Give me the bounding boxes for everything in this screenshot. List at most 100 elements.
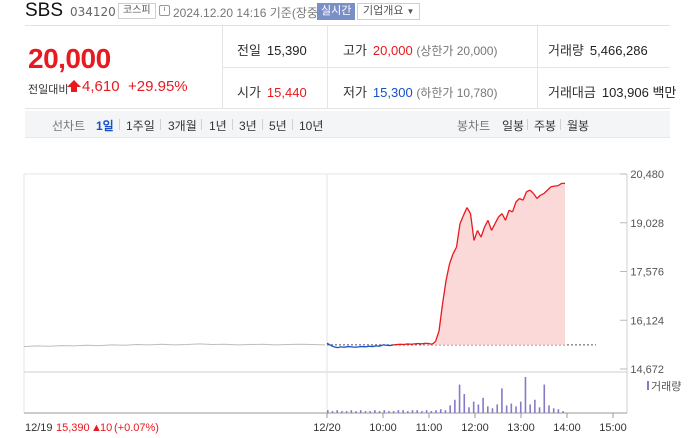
volume-bar — [552, 408, 555, 413]
series-line-segment — [445, 263, 451, 281]
quote-panel: 20,000 전일대비 4,610 +29.95% 전일 15,390 시가 15,… — [25, 25, 676, 109]
market-badge: 코스피 — [118, 3, 156, 19]
volume-bar — [472, 401, 475, 413]
series-line-segment — [543, 189, 548, 194]
volume-bar — [421, 411, 423, 413]
period-1w[interactable]: 1주일 — [126, 119, 155, 133]
volume-bar — [345, 411, 348, 413]
series-line-segment — [448, 253, 454, 265]
period-3m[interactable]: 3개월 — [168, 119, 197, 133]
high-label: 고가 — [343, 43, 367, 58]
series-line-segment — [333, 346, 338, 349]
low-label: 저가 — [343, 85, 367, 100]
series-line-segment — [421, 342, 426, 345]
realtime-button[interactable]: 실시간 — [317, 3, 356, 20]
y-axis: 20,480 19,028 17,576 16,124 14,672 — [630, 169, 664, 376]
volume-bar — [439, 409, 442, 413]
volume-bars — [327, 377, 564, 413]
y-tick-label: 16,124 — [630, 315, 664, 327]
prev-close-label: 전일 — [237, 43, 261, 58]
series-line-segment — [431, 341, 436, 345]
series-line-segment — [550, 185, 555, 188]
volume-bar — [529, 404, 531, 413]
volume-bar — [369, 411, 371, 413]
volume-bar — [538, 407, 541, 413]
series-line-segment — [389, 344, 394, 347]
amount-value: 103,906 백만 — [601, 85, 677, 100]
series-line-segment — [438, 304, 444, 332]
series-line-segment — [452, 246, 458, 255]
volume-bar — [378, 411, 381, 413]
change-label: 전일대비 — [28, 84, 69, 96]
chart-lines — [23, 182, 565, 349]
series-line-segment — [403, 343, 408, 346]
volume-legend: 거래량 — [647, 380, 681, 393]
volume-bar — [463, 394, 466, 413]
volume-bar — [411, 410, 414, 413]
candle-monthly[interactable]: 월봉 — [567, 119, 590, 133]
series-line-segment — [490, 223, 496, 231]
volume-bar — [548, 405, 550, 413]
period-1y[interactable]: 1년 — [209, 119, 227, 133]
amount-cell: 거래대금 103,906 백만 — [548, 82, 676, 101]
series-line-segment — [326, 342, 331, 346]
period-5y[interactable]: 5년 — [269, 119, 287, 133]
series-line-segment — [529, 189, 534, 194]
x-tick-label: 12:00 — [461, 422, 489, 434]
series-line-segment — [498, 213, 503, 218]
prev-close-cell: 전일 15,390 — [237, 40, 307, 59]
volume-bar — [519, 401, 522, 413]
volume-bar — [416, 410, 419, 413]
company-info-label: 기업개요 — [363, 5, 404, 17]
series-line-segment — [501, 213, 507, 221]
volume-bar — [557, 409, 560, 413]
price-chart[interactable]: 20,480 19,028 17,576 16,124 14,672 12/20 10:0… — [0, 150, 700, 438]
previous-day-summary: 12/19 15,390 ▲ 10 (+0.07%) — [25, 422, 159, 434]
stock-header: SBS 034120 코스피 2024.12.20 14:16 기준(장중) 실… — [0, 0, 700, 24]
series-line-segment — [330, 344, 335, 348]
series-line-segment — [504, 210, 510, 221]
series-line-segment — [337, 346, 342, 349]
series-line-segment — [494, 216, 500, 224]
volume-legend-swatch — [647, 381, 649, 390]
prev-day-close: 15,390 — [56, 422, 90, 434]
series-line-segment — [469, 213, 475, 241]
volume-bar — [496, 404, 499, 413]
line-chart-title: 선차트 — [52, 119, 86, 133]
volume-bar — [383, 410, 386, 413]
candle-weekly[interactable]: 주봉 — [534, 119, 557, 133]
volume-bar — [454, 399, 456, 413]
period-3y[interactable]: 3년 — [239, 119, 257, 133]
high-cell: 고가 20,000 (상한가 20,000) — [343, 40, 497, 59]
period-1d[interactable]: 1일 — [96, 119, 114, 133]
candle-daily[interactable]: 일봉 — [502, 119, 525, 133]
y-tick-label: 20,480 — [630, 169, 664, 181]
stock-name[interactable]: SBS — [25, 0, 64, 21]
volume-cell: 거래량 5,466,286 — [548, 40, 648, 59]
amount-label: 거래대금 — [548, 85, 596, 100]
series-line-segment — [466, 207, 472, 214]
x-tick-label: 15:00 — [599, 422, 627, 434]
series-line-segment — [372, 345, 377, 348]
change-percent: +29.95% — [128, 78, 188, 95]
open-label: 시가 — [237, 85, 261, 100]
series-line-segment — [365, 345, 370, 348]
clock-icon — [159, 5, 170, 16]
period-10y[interactable]: 10년 — [299, 119, 324, 133]
series-line-segment — [532, 193, 538, 199]
chart-grid — [326, 173, 627, 413]
candle-chart-title: 봉차트 — [457, 119, 491, 133]
volume-bar — [449, 405, 451, 413]
x-tick-label: 11:00 — [416, 422, 443, 434]
series-line-segment — [536, 194, 541, 199]
high-value: 20,000 — [372, 43, 413, 58]
volume-bar — [543, 384, 546, 413]
series-line-segment — [540, 192, 545, 196]
x-tick-label: 13:00 — [507, 422, 535, 434]
volume-bar — [458, 384, 461, 413]
company-info-dropdown[interactable]: 기업개요 ▼ — [357, 3, 421, 20]
volume-bar — [359, 410, 362, 413]
open-value: 15,440 — [266, 85, 307, 100]
x-tick-label: 12/20 — [313, 422, 341, 434]
volume-bar — [534, 399, 536, 413]
